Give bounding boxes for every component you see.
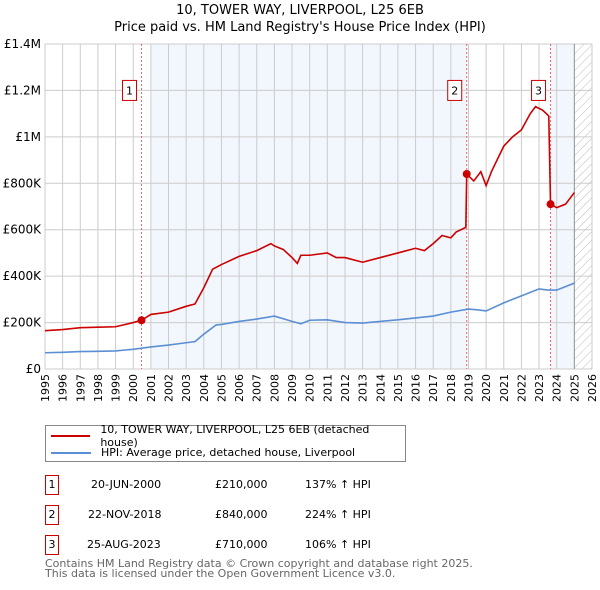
legend-item-hpi: HPI: Average price, detached house, Live… (51, 444, 355, 461)
x-tick-label: 2023 (533, 374, 546, 402)
forecast-hatch (574, 44, 592, 369)
x-tick-label: 2004 (198, 374, 211, 402)
x-tick-label: 2020 (480, 374, 493, 402)
footer-line: Contains HM Land Registry data © Crown c… (45, 557, 473, 570)
x-tick-label: 2002 (163, 374, 176, 402)
sale-badge-label: 3 (535, 84, 542, 97)
hpi-change: 106% ↑ HPI (305, 538, 371, 551)
x-tick-label: 2013 (357, 374, 370, 402)
x-tick-label: 2008 (268, 374, 281, 402)
x-tick-label: 2017 (427, 374, 440, 402)
x-tick-label: 1998 (92, 374, 105, 402)
x-tick-label: 2012 (339, 374, 352, 402)
x-tick-label: 1997 (74, 374, 87, 402)
y-tick-label: £200K (3, 316, 43, 330)
sale-point (546, 200, 555, 209)
x-tick-label: 2000 (127, 374, 140, 402)
date: 25-AUG-2023 (87, 538, 161, 551)
transaction-row: 2 22-NOV-2018 £840,000 224% ↑ HPI (45, 505, 445, 527)
x-tick-label: 2003 (180, 374, 193, 402)
date: 20-JUN-2000 (91, 478, 162, 491)
y-tick-label: £400K (3, 269, 43, 283)
hpi-change: 137% ↑ HPI (305, 478, 371, 491)
footer: Contains HM Land Registry data © Crown c… (45, 557, 473, 580)
legend-item-property: 10, TOWER WAY, LIVERPOOL, L25 6EB (detac… (51, 423, 405, 449)
series-line-property (44, 105, 575, 332)
price-chart: 1995 1996 1997 1998 1999 2000 2001 2002 2003 2004… (3, 37, 599, 402)
x-tick-label: 2010 (304, 374, 317, 402)
hpi-change: 224% ↑ HPI (305, 508, 371, 521)
chart-subtitle: Price paid vs. HM Land Registry's House … (114, 20, 486, 35)
x-tick-label: 2025 (568, 374, 581, 402)
price: £210,000 (215, 478, 268, 491)
x-tick-label: 2022 (515, 374, 528, 402)
price: £840,000 (215, 508, 268, 521)
marker-badge: 1 (45, 475, 59, 495)
y-tick-label: £1.4M (4, 37, 41, 51)
x-tick-label: 2015 (392, 374, 405, 402)
x-tick-label: 2024 (551, 374, 564, 402)
sale-badge (531, 79, 547, 101)
x-tick-label: 1996 (57, 374, 70, 402)
legend-swatch (51, 451, 91, 454)
x-tick-label: 2014 (374, 374, 387, 402)
transaction-row: 3 25-AUG-2023 £710,000 106% ↑ HPI (45, 535, 445, 557)
y-tick-label: £600K (3, 223, 43, 237)
date: 22-NOV-2018 (88, 508, 162, 521)
footer-line: This data is licensed under the Open Gov… (45, 567, 396, 580)
x-tick-label: 2026 (586, 374, 599, 402)
legend-label: 10, TOWER WAY, LIVERPOOL, L25 6EB (detac… (100, 422, 370, 449)
y-tick-label: £800K (3, 176, 43, 190)
x-tick-label: 1999 (110, 374, 123, 402)
x-tick-label: 2011 (321, 374, 334, 402)
x-tick-label: 2006 (233, 374, 246, 402)
x-tick-label: 2019 (462, 374, 475, 402)
x-tick-label: 2009 (286, 374, 299, 402)
series-line-hpi (44, 282, 575, 354)
y-tick-label: £1M (15, 130, 41, 144)
sale-badge-label: 1 (126, 84, 133, 97)
legend-label: HPI: Average price, detached house, Live… (101, 446, 356, 459)
x-tick-label: 2005 (215, 374, 228, 402)
x-tick-label: 2021 (498, 374, 511, 402)
legend: 10, TOWER WAY, LIVERPOOL, L25 6EB (detac… (45, 423, 406, 462)
x-tick-label: 2018 (445, 374, 458, 402)
marker-badge: 3 (45, 535, 59, 555)
x-tick-label: 2016 (410, 374, 423, 402)
x-tick-label: 1995 (39, 374, 52, 402)
sale-point (137, 316, 146, 325)
sale-point (462, 170, 471, 178)
price: £710,000 (215, 538, 268, 551)
transaction-row: 1 20-JUN-2000 £210,000 137% ↑ HPI (45, 475, 445, 497)
x-tick-label: 2007 (251, 374, 264, 402)
x-tick-label: 2001 (145, 374, 158, 402)
sale-badge-label: 2 (451, 84, 458, 97)
sale-badge (447, 79, 463, 101)
y-tick-label: £0 (26, 362, 41, 376)
legend-swatch (51, 434, 91, 437)
marker-badge: 2 (45, 505, 59, 525)
sale-badge (122, 79, 138, 101)
chart-title: 10, TOWER WAY, LIVERPOOL, L25 6EB (176, 3, 424, 18)
y-tick-label: £1.2M (4, 83, 41, 97)
